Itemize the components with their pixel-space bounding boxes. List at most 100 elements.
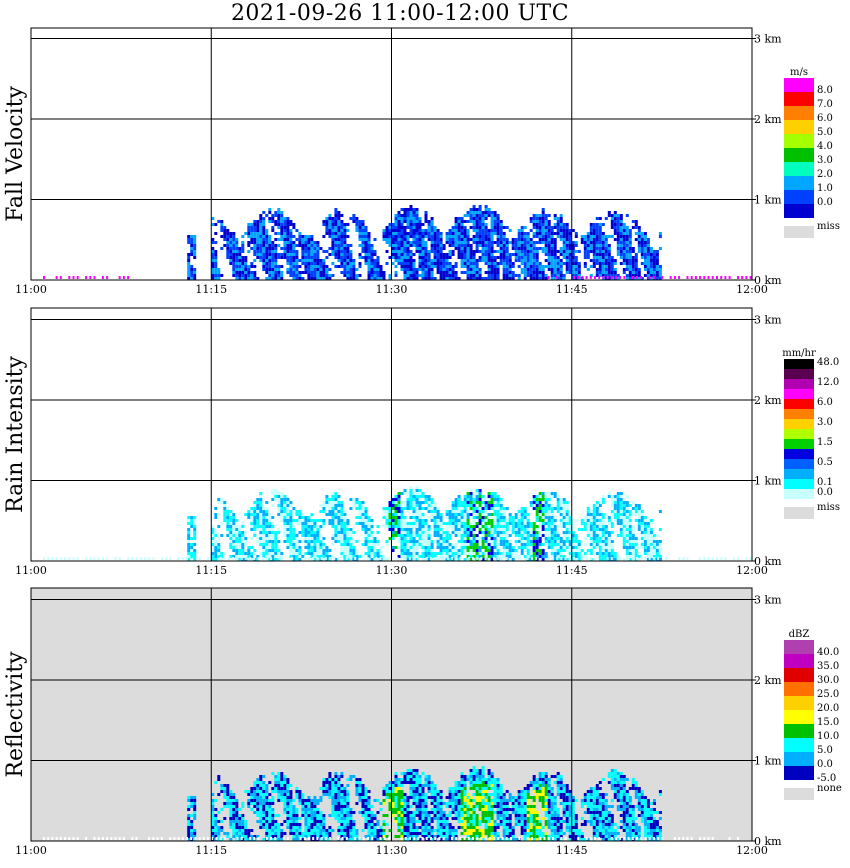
- echo-cell: [241, 268, 245, 271]
- echo-cell: [289, 501, 293, 504]
- echo-cell: [445, 265, 449, 268]
- echo-cell: [472, 549, 476, 552]
- echo-cell: [268, 241, 272, 244]
- echo-cell: [463, 265, 467, 268]
- echo-cell: [412, 265, 416, 268]
- echo-cell: [268, 268, 272, 271]
- echo-cell: [505, 277, 509, 280]
- echo-cell: [346, 265, 350, 268]
- echo-cell: [280, 217, 284, 220]
- echo-cell: [394, 241, 398, 244]
- echo-cell: [649, 528, 653, 531]
- echo-cell: [394, 220, 398, 223]
- echo-cell: [220, 501, 224, 504]
- echo-cell: [430, 268, 434, 271]
- echo-cell: [496, 510, 500, 513]
- surface-cell: [118, 557, 121, 560]
- echo-cell: [478, 558, 482, 561]
- echo-cell: [511, 555, 515, 558]
- echo-cell: [481, 220, 485, 223]
- echo-cell: [607, 277, 611, 280]
- echo-cell: [499, 229, 503, 232]
- echo-cell: [532, 546, 536, 549]
- echo-cell: [370, 274, 374, 277]
- echo-cell: [655, 540, 659, 543]
- echo-cell: [367, 259, 371, 262]
- legend-label: 1.0: [817, 183, 833, 194]
- echo-cell: [334, 217, 338, 220]
- echo-cell: [532, 540, 536, 543]
- echo-cell: [217, 793, 221, 796]
- echo-cell: [532, 253, 536, 256]
- echo-cell: [334, 528, 338, 531]
- echo-cell: [457, 253, 461, 256]
- echo-cell: [484, 504, 488, 507]
- echo-cell: [637, 558, 641, 561]
- echo-cell: [211, 811, 215, 814]
- echo-cell: [496, 513, 500, 516]
- echo-cell: [628, 513, 632, 516]
- echo-cell: [418, 525, 422, 528]
- surface-cell: [68, 557, 71, 560]
- echo-cell: [508, 271, 512, 274]
- echo-cell: [235, 528, 239, 531]
- echo-cell: [625, 504, 629, 507]
- echo-cell: [499, 241, 503, 244]
- echo-cell: [340, 247, 344, 250]
- echo-cell: [364, 250, 368, 253]
- echo-cell: [247, 546, 251, 549]
- echo-cell: [553, 540, 557, 543]
- echo-cell: [631, 265, 635, 268]
- surface-cell: [451, 557, 453, 560]
- echo-cell: [589, 223, 593, 226]
- echo-cell: [376, 555, 380, 558]
- echo-cell: [511, 528, 515, 531]
- echo-cell: [538, 555, 542, 558]
- echo-cell: [640, 510, 644, 513]
- echo-cell: [589, 534, 593, 537]
- echo-cell: [622, 504, 626, 507]
- echo-cell: [226, 253, 230, 256]
- echo-cell: [427, 220, 431, 223]
- echo-cell: [541, 274, 545, 277]
- echo-cell: [187, 832, 191, 835]
- echo-cell: [475, 504, 479, 507]
- echo-cell: [619, 232, 623, 235]
- echo-cell: [379, 271, 383, 274]
- echo-cell: [253, 519, 257, 522]
- surface-cell: [564, 557, 567, 560]
- echo-cell: [559, 265, 563, 268]
- echo-cell: [433, 250, 437, 253]
- echo-cell: [229, 796, 233, 799]
- echo-cell: [598, 558, 602, 561]
- echo-cell: [229, 256, 233, 259]
- echo-cell: [253, 534, 257, 537]
- echo-cell: [550, 247, 554, 250]
- echo-cell: [424, 232, 428, 235]
- echo-cell: [454, 555, 458, 558]
- echo-cell: [397, 525, 401, 528]
- echo-cell: [262, 546, 266, 549]
- echo-cell: [412, 498, 416, 501]
- echo-cell: [274, 262, 278, 265]
- echo-cell: [541, 549, 545, 552]
- echo-cell: [334, 522, 338, 525]
- echo-cell: [217, 555, 221, 558]
- echo-cell: [460, 513, 464, 516]
- echo-cell: [385, 525, 389, 528]
- surface-cell: [749, 276, 752, 279]
- echo-cell: [562, 504, 566, 507]
- echo-cell: [565, 558, 569, 561]
- echo-cell: [403, 238, 407, 241]
- echo-cell: [502, 274, 506, 277]
- echo-cell: [193, 832, 197, 835]
- echo-cell: [592, 510, 596, 513]
- echo-cell: [265, 277, 269, 280]
- surface-cell: [430, 557, 432, 560]
- echo-cell: [187, 531, 191, 534]
- echo-cell: [337, 232, 341, 235]
- echo-cell: [424, 498, 428, 501]
- echo-cell: [403, 519, 407, 522]
- echo-cell: [409, 220, 413, 223]
- echo-cell: [418, 256, 422, 259]
